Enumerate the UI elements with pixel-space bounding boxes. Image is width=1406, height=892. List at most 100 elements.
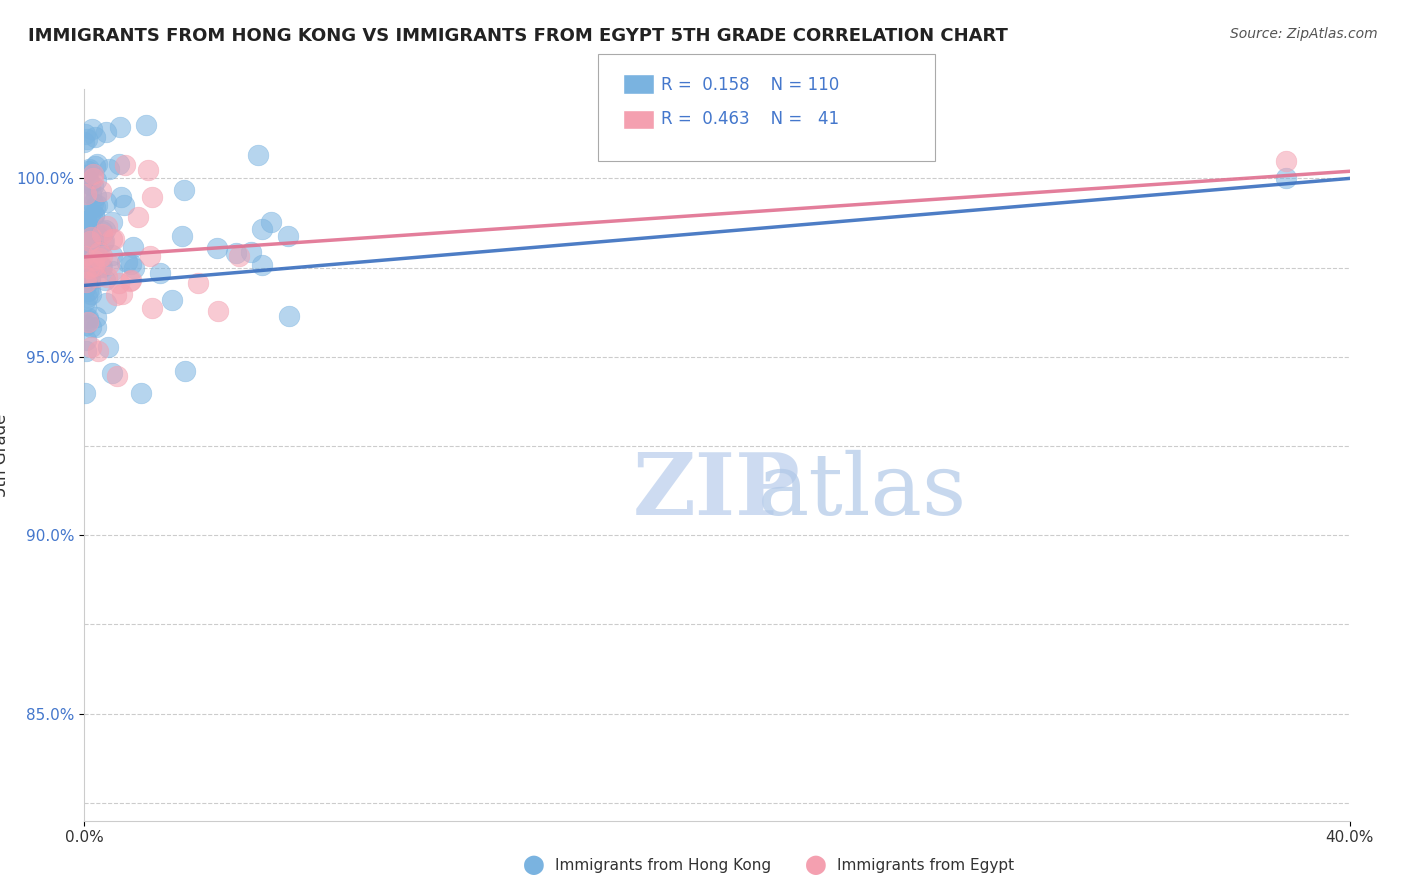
Immigrants from Egypt — [87, 343, 110, 358]
Immigrants from Hong Kong — [82, 196, 104, 211]
Text: ZIP: ZIP — [633, 450, 801, 533]
Immigrants from Hong Kong — [80, 287, 103, 301]
Immigrants from Hong Kong — [77, 221, 100, 235]
Immigrants from Egypt — [79, 235, 101, 249]
Immigrants from Hong Kong — [90, 260, 112, 275]
Immigrants from Hong Kong — [97, 162, 120, 177]
Immigrants from Hong Kong — [79, 272, 101, 286]
Immigrants from Hong Kong — [76, 225, 98, 239]
Immigrants from Hong Kong — [1275, 171, 1298, 186]
Immigrants from Egypt — [82, 171, 104, 186]
Immigrants from Hong Kong — [76, 290, 98, 304]
Immigrants from Hong Kong — [107, 157, 129, 171]
Immigrants from Hong Kong — [75, 300, 97, 314]
Immigrants from Egypt — [75, 187, 97, 202]
Text: R =  0.463    N =   41: R = 0.463 N = 41 — [661, 110, 839, 128]
Immigrants from Hong Kong — [73, 281, 96, 295]
Immigrants from Hong Kong — [79, 282, 101, 296]
Immigrants from Hong Kong — [96, 125, 118, 139]
Immigrants from Hong Kong — [90, 260, 112, 274]
Immigrants from Hong Kong — [73, 168, 96, 182]
Text: IMMIGRANTS FROM HONG KONG VS IMMIGRANTS FROM EGYPT 5TH GRADE CORRELATION CHART: IMMIGRANTS FROM HONG KONG VS IMMIGRANTS … — [28, 27, 1008, 45]
Immigrants from Hong Kong — [84, 173, 107, 187]
Immigrants from Hong Kong — [82, 121, 104, 136]
Immigrants from Hong Kong — [173, 183, 195, 197]
Immigrants from Hong Kong — [170, 228, 193, 243]
Immigrants from Hong Kong — [94, 222, 117, 236]
Immigrants from Egypt — [91, 248, 114, 262]
Immigrants from Hong Kong — [277, 309, 299, 323]
Immigrants from Hong Kong — [84, 235, 107, 250]
Immigrants from Egypt — [127, 211, 149, 225]
Immigrants from Hong Kong — [124, 260, 146, 275]
Text: atlas: atlas — [758, 450, 967, 533]
Immigrants from Hong Kong — [135, 118, 157, 132]
Immigrants from Hong Kong — [79, 250, 101, 264]
Immigrants from Egypt — [79, 340, 101, 354]
Immigrants from Egypt — [207, 304, 229, 318]
Immigrants from Hong Kong — [84, 320, 107, 334]
Immigrants from Hong Kong — [162, 293, 184, 307]
Immigrants from Egypt — [89, 245, 111, 260]
Immigrants from Hong Kong — [76, 272, 98, 286]
Immigrants from Hong Kong — [84, 200, 107, 214]
Immigrants from Egypt — [83, 253, 105, 268]
Immigrants from Hong Kong — [84, 310, 107, 325]
Immigrants from Hong Kong — [75, 333, 97, 347]
Immigrants from Egypt — [90, 184, 112, 198]
Immigrants from Hong Kong — [246, 147, 269, 161]
Immigrants from Hong Kong — [84, 189, 107, 203]
Immigrants from Hong Kong — [79, 270, 101, 285]
Immigrants from Hong Kong — [110, 190, 132, 204]
Immigrants from Hong Kong — [97, 341, 120, 355]
Immigrants from Hong Kong — [76, 230, 98, 244]
Immigrants from Hong Kong — [79, 178, 101, 192]
Immigrants from Hong Kong — [93, 235, 115, 249]
Immigrants from Hong Kong — [76, 164, 98, 178]
Immigrants from Hong Kong — [86, 198, 108, 212]
Immigrants from Hong Kong — [83, 247, 105, 261]
Immigrants from Hong Kong — [259, 215, 281, 229]
Immigrants from Hong Kong — [108, 120, 131, 135]
Immigrants from Egypt — [77, 315, 100, 329]
Immigrants from Hong Kong — [75, 214, 97, 228]
Immigrants from Hong Kong — [79, 241, 101, 255]
Immigrants from Egypt — [187, 276, 209, 290]
Immigrants from Hong Kong — [76, 235, 98, 250]
Immigrants from Hong Kong — [100, 248, 122, 262]
Immigrants from Hong Kong — [77, 173, 100, 187]
Immigrants from Hong Kong — [73, 241, 96, 255]
Immigrants from Hong Kong — [80, 210, 103, 224]
Immigrants from Egypt — [105, 287, 128, 301]
Immigrants from Hong Kong — [84, 227, 107, 242]
Text: Immigrants from Egypt: Immigrants from Egypt — [837, 858, 1014, 872]
Immigrants from Hong Kong — [225, 246, 247, 260]
Immigrants from Hong Kong — [76, 132, 98, 146]
Immigrants from Hong Kong — [73, 293, 96, 308]
Immigrants from Egypt — [80, 229, 103, 244]
Immigrants from Hong Kong — [75, 213, 97, 227]
Immigrants from Hong Kong — [83, 208, 105, 222]
Immigrants from Hong Kong — [82, 178, 104, 193]
Immigrants from Hong Kong — [76, 259, 98, 273]
Immigrants from Egypt — [136, 163, 159, 178]
Immigrants from Hong Kong — [129, 386, 152, 401]
Immigrants from Hong Kong — [76, 228, 98, 243]
Immigrants from Hong Kong — [120, 257, 142, 271]
Immigrants from Egypt — [141, 301, 163, 315]
Immigrants from Hong Kong — [101, 264, 124, 278]
Immigrants from Hong Kong — [250, 221, 273, 235]
Immigrants from Egypt — [103, 232, 125, 246]
Immigrants from Hong Kong — [75, 192, 97, 206]
Immigrants from Hong Kong — [91, 223, 114, 237]
Immigrants from Egypt — [138, 249, 160, 263]
Immigrants from Egypt — [114, 158, 136, 172]
Immigrants from Egypt — [120, 273, 142, 287]
Immigrants from Hong Kong — [122, 240, 145, 254]
Immigrants from Egypt — [111, 286, 134, 301]
Immigrants from Hong Kong — [112, 198, 135, 212]
Immigrants from Hong Kong — [84, 159, 107, 173]
Immigrants from Hong Kong — [75, 385, 97, 400]
Immigrants from Hong Kong — [174, 364, 197, 378]
Immigrants from Hong Kong — [79, 320, 101, 334]
